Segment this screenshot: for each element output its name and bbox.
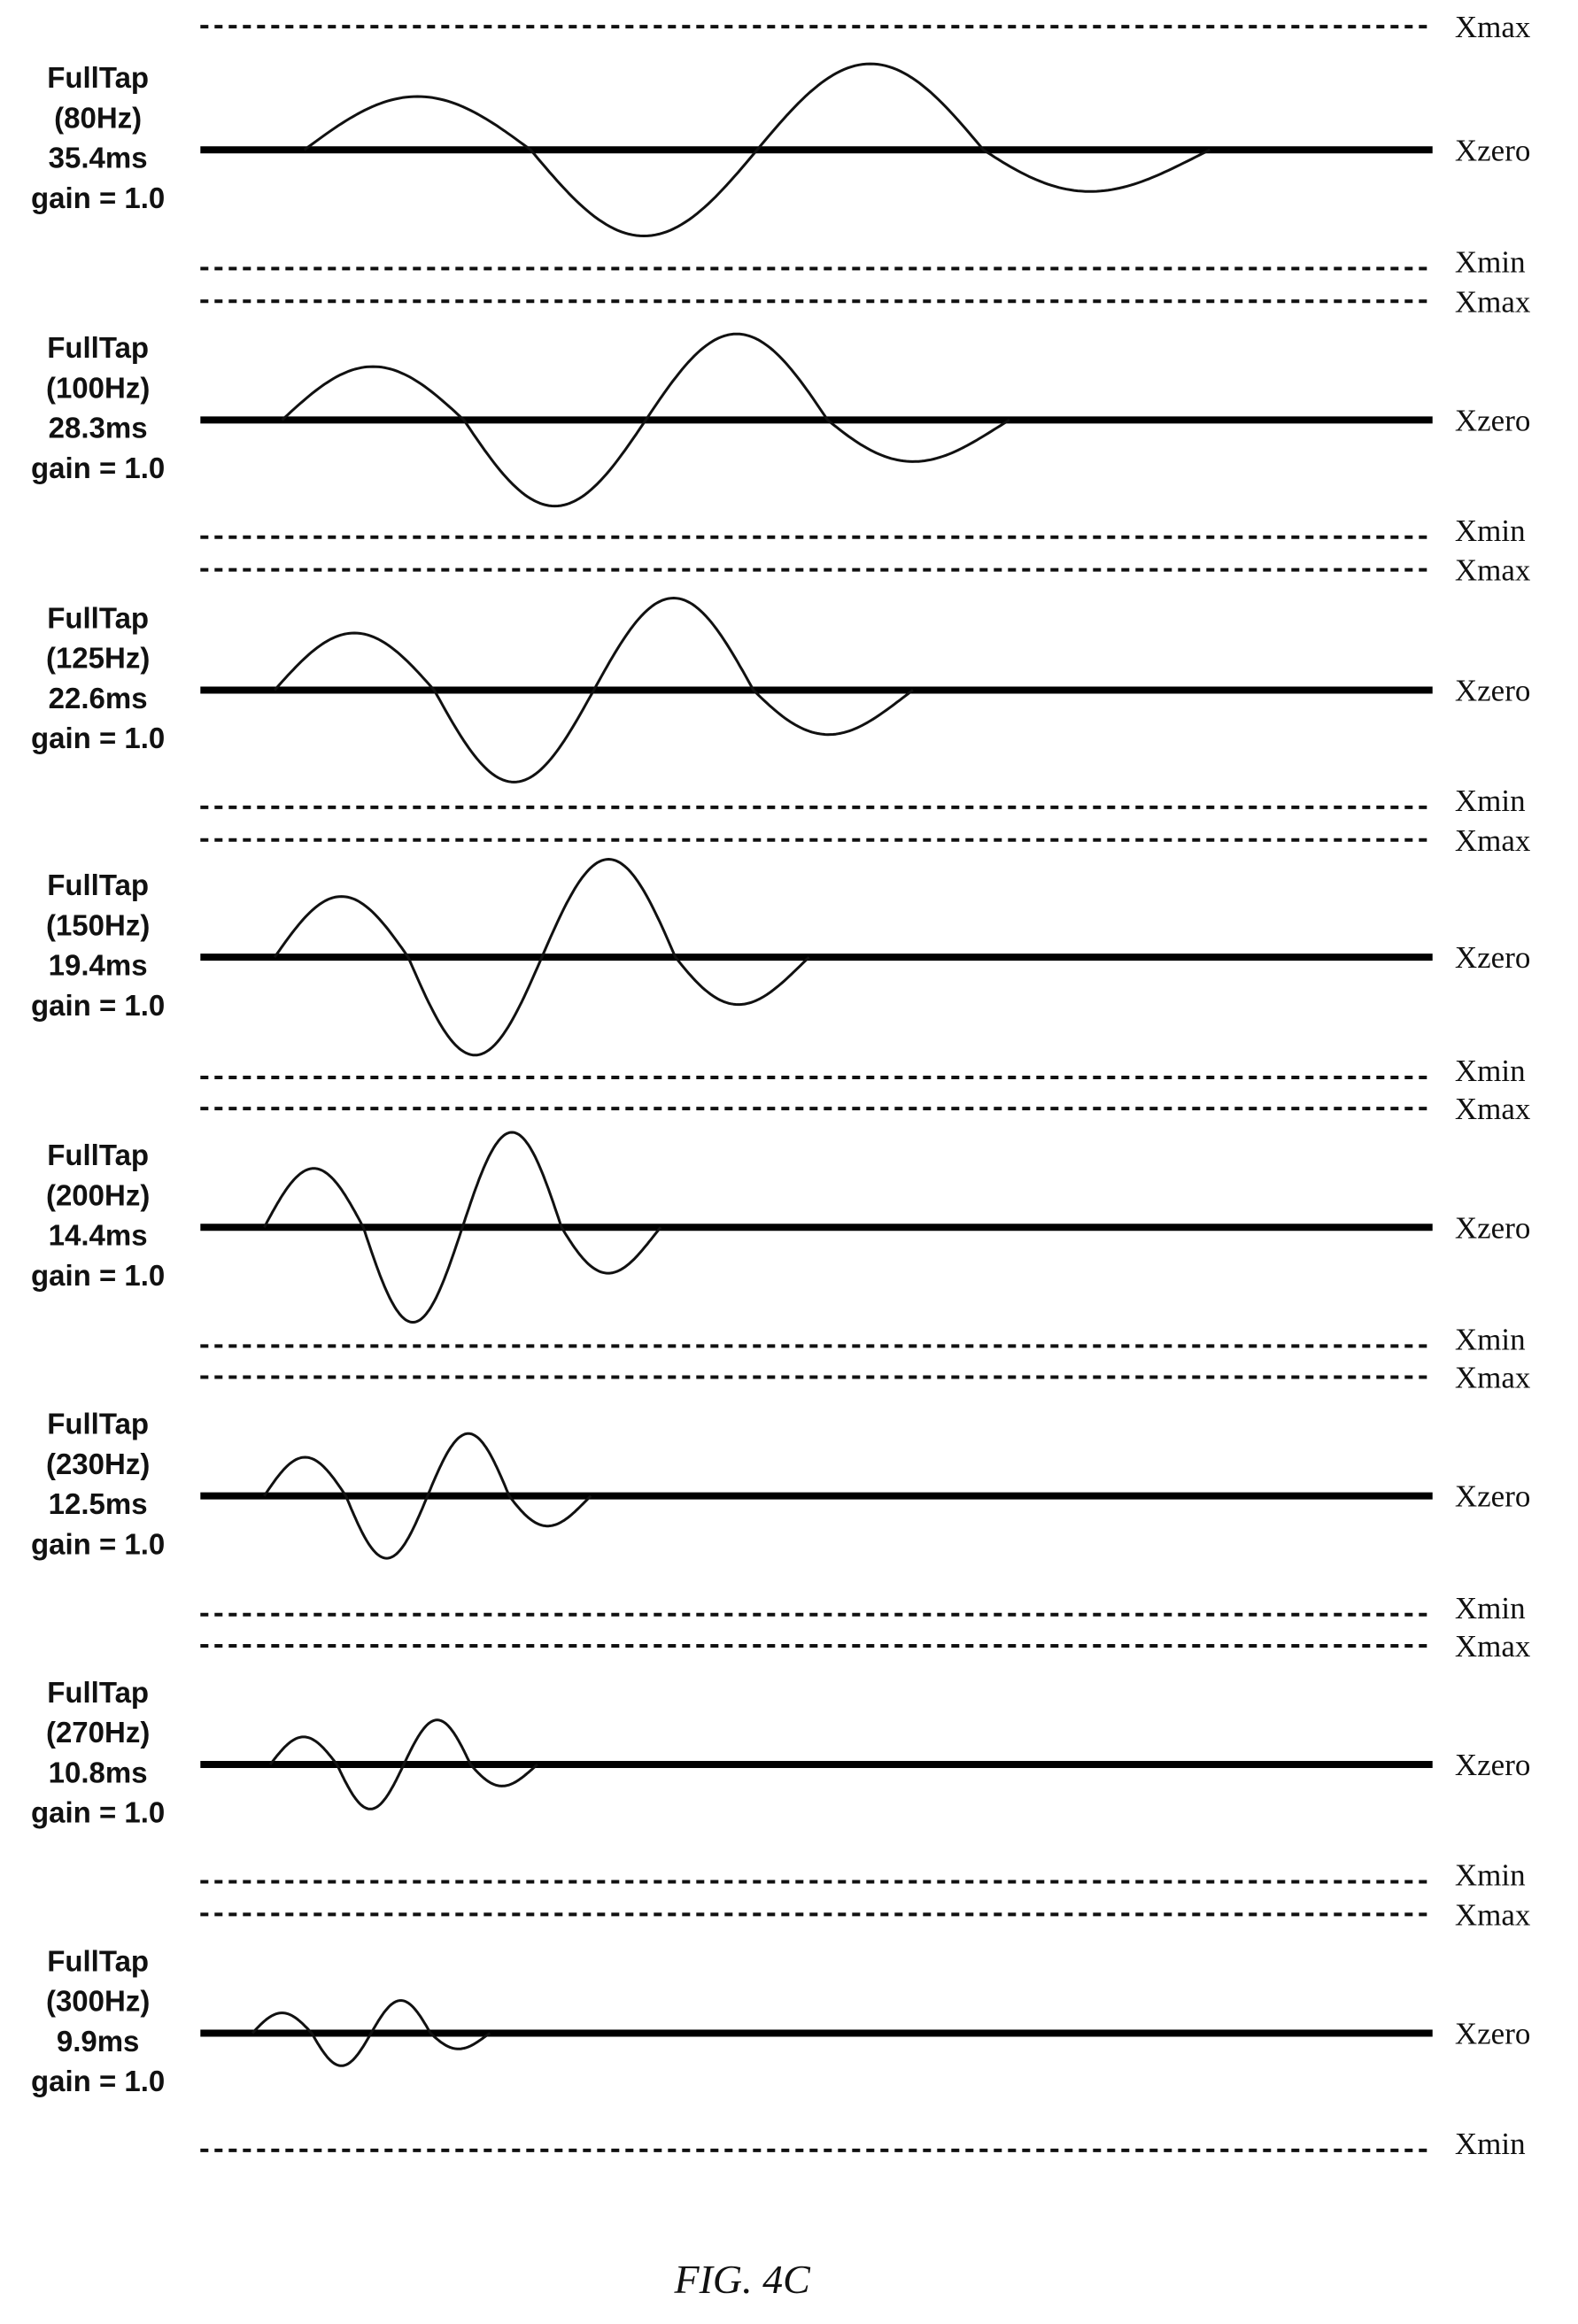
panel-duration-label: 22.6ms	[49, 682, 148, 714]
xzero-label: Xzero	[1455, 1479, 1531, 1514]
panel-freq-label: (270Hz)	[46, 1716, 150, 1749]
panel-duration-label: 9.9ms	[57, 2025, 140, 2058]
xmin-label: Xmin	[1455, 1054, 1526, 1088]
xmin-label: Xmin	[1455, 1322, 1526, 1356]
panel-title-label: FullTap	[47, 601, 149, 634]
waveform-curve	[263, 1432, 592, 1560]
panel-title-label: FullTap	[47, 1139, 149, 1171]
xmax-label: Xmax	[1455, 284, 1531, 319]
panel-duration-label: 14.4ms	[49, 1219, 148, 1252]
panel-title-label: FullTap	[47, 1676, 149, 1709]
panel-title-label: FullTap	[47, 1944, 149, 1977]
xzero-label: Xzero	[1455, 403, 1531, 437]
waveform-panel: Xmax Xzero Xmin FullTap (230Hz) 12.5ms gain = …	[31, 1361, 1531, 1625]
panel-duration-label: 12.5ms	[49, 1487, 148, 1520]
panel-duration-label: 19.4ms	[49, 949, 148, 982]
panel-gain-label: gain = 1.0	[31, 1796, 165, 1829]
waveform-panel: Xmax Xzero Xmin FullTap (270Hz) 10.8ms gain = …	[31, 1629, 1531, 1893]
waveform-panel: Xmax Xzero Xmin FullTap (80Hz) 35.4ms gain = 1…	[31, 10, 1531, 279]
xmin-label: Xmin	[1455, 1857, 1526, 1892]
panel-gain-label: gain = 1.0	[31, 722, 165, 754]
panel-gain-label: gain = 1.0	[31, 989, 165, 1022]
panel-gain-label: gain = 1.0	[31, 2065, 165, 2097]
panel-duration-label: 28.3ms	[49, 412, 148, 444]
panel-freq-label: (150Hz)	[46, 908, 150, 941]
xzero-label: Xzero	[1455, 673, 1531, 707]
xmax-label: Xmax	[1455, 10, 1531, 44]
xmin-label: Xmin	[1455, 784, 1526, 818]
xzero-label: Xzero	[1455, 1748, 1531, 1782]
waveform-panel: Xmax Xzero Xmin FullTap (300Hz) 9.9ms gain = 1…	[31, 1897, 1531, 2161]
xmax-label: Xmax	[1455, 1092, 1531, 1126]
panel-freq-label: (230Hz)	[46, 1448, 150, 1480]
figure-caption: FIG. 4C	[674, 2257, 812, 2302]
panel-freq-label: (300Hz)	[46, 1985, 150, 2018]
panel-freq-label: (125Hz)	[46, 642, 150, 675]
panel-freq-label: (100Hz)	[46, 371, 150, 404]
panel-gain-label: gain = 1.0	[31, 181, 165, 214]
xmax-label: Xmax	[1455, 1897, 1531, 1932]
panel-title-label: FullTap	[47, 61, 149, 94]
panel-title-label: FullTap	[47, 1408, 149, 1440]
panel-title-label: FullTap	[47, 869, 149, 901]
waveform-panel: Xmax Xzero Xmin FullTap (200Hz) 14.4ms gain = …	[31, 1092, 1531, 1356]
waveform-curve	[303, 62, 1211, 237]
xzero-label: Xzero	[1455, 133, 1531, 167]
xzero-label: Xzero	[1455, 2016, 1531, 2050]
xmin-label: Xmin	[1455, 244, 1526, 279]
xzero-label: Xzero	[1455, 1210, 1531, 1245]
waveform-curve	[268, 1718, 538, 1811]
waveform-curve	[273, 858, 810, 1057]
waveform-curve	[273, 597, 914, 784]
xmax-label: Xmax	[1455, 823, 1531, 858]
xmax-label: Xmax	[1455, 553, 1531, 588]
xmin-label: Xmin	[1455, 2127, 1526, 2161]
waveform-panel: Xmax Xzero Xmin FullTap (125Hz) 22.6ms gain = …	[31, 553, 1531, 818]
waveform-curve	[281, 332, 1010, 508]
waveform-panel: Xmax Xzero Xmin FullTap (100Hz) 28.3ms gain = …	[31, 284, 1531, 548]
panel-duration-label: 35.4ms	[49, 142, 148, 174]
panel-title-label: FullTap	[47, 331, 149, 364]
xmax-label: Xmax	[1455, 1629, 1531, 1664]
panel-gain-label: gain = 1.0	[31, 452, 165, 484]
xzero-label: Xzero	[1455, 940, 1531, 975]
xmax-label: Xmax	[1455, 1361, 1531, 1395]
waveform-curve	[251, 1999, 491, 2067]
panel-gain-label: gain = 1.0	[31, 1527, 165, 1560]
xmin-label: Xmin	[1455, 1591, 1526, 1625]
panel-duration-label: 10.8ms	[49, 1756, 148, 1788]
waveform-panel: Xmax Xzero Xmin FullTap (150Hz) 19.4ms gain = …	[31, 823, 1531, 1088]
waveform-curve	[263, 1131, 662, 1324]
panel-freq-label: (80Hz)	[54, 101, 142, 134]
panel-freq-label: (200Hz)	[46, 1178, 150, 1211]
panel-gain-label: gain = 1.0	[31, 1259, 165, 1292]
xmin-label: Xmin	[1455, 513, 1526, 548]
